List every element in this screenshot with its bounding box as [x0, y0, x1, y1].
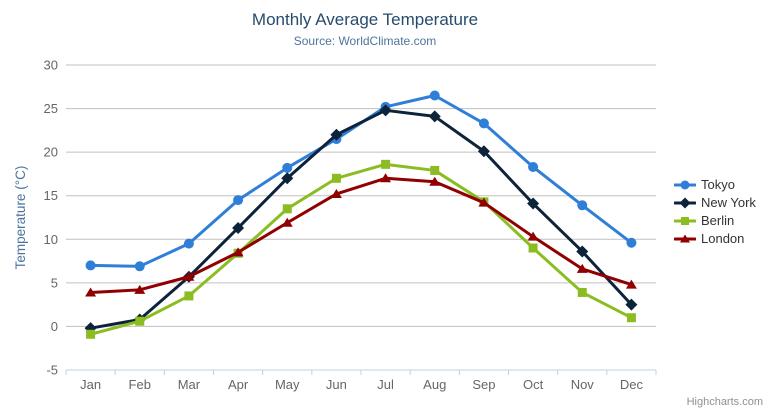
x-axis-label-apr: Apr: [228, 377, 249, 392]
export-menu-button[interactable]: [731, 19, 751, 37]
data-point-berlin[interactable]: [381, 159, 391, 169]
data-point-london[interactable]: [478, 197, 490, 207]
x-axis-label-jan: Jan: [80, 377, 101, 392]
y-axis-label: 0: [51, 319, 58, 334]
legend-label: Berlin: [701, 213, 735, 228]
series-new-york: [84, 104, 638, 335]
x-axis-label-jul: Jul: [377, 377, 394, 392]
x-axis-label-mar: Mar: [178, 377, 201, 392]
legend-label: New York: [701, 195, 756, 210]
data-point-berlin[interactable]: [626, 313, 636, 323]
chart-title: Monthly Average Temperature: [251, 10, 479, 29]
data-point-berlin[interactable]: [528, 243, 538, 253]
legend-marker-triangle-icon: [674, 234, 696, 242]
x-axis-label-oct: Oct: [523, 377, 544, 392]
legend-marker-shape: [679, 197, 691, 208]
legend-marker-shape: [680, 234, 690, 242]
data-point-new-york[interactable]: [281, 172, 294, 185]
legend-label: Tokyo: [701, 177, 735, 192]
y-axis-title: Temperature (°C): [13, 166, 28, 270]
data-point-london[interactable]: [625, 279, 637, 289]
data-point-new-york[interactable]: [477, 145, 490, 158]
data-point-london[interactable]: [134, 284, 146, 294]
x-axis-label-dec: Dec: [620, 377, 644, 392]
chart-subtitle: Source: WorldClimate.com: [293, 34, 437, 48]
legend-item-tokyo[interactable]: Tokyo: [674, 177, 756, 192]
data-point-london[interactable]: [330, 188, 342, 198]
series-line-london: [89, 176, 633, 294]
x-axis-label-nov: Nov: [571, 377, 595, 392]
x-axis-label-sep: Sep: [472, 377, 495, 392]
data-point-new-york[interactable]: [625, 298, 638, 311]
legend-item-new-york[interactable]: New York: [674, 195, 756, 210]
legend-marker-shape: [681, 216, 689, 225]
data-point-london[interactable]: [281, 217, 293, 227]
data-point-berlin[interactable]: [282, 204, 292, 214]
data-point-london[interactable]: [85, 287, 97, 297]
y-axis-label: 10: [44, 232, 58, 247]
data-point-new-york[interactable]: [428, 110, 441, 123]
data-point-london[interactable]: [232, 247, 244, 257]
legend-marker-circle-icon: [674, 180, 696, 189]
data-point-tokyo[interactable]: [478, 118, 489, 129]
data-point-london[interactable]: [183, 271, 195, 281]
y-axis-label: 25: [44, 101, 58, 116]
data-point-tokyo[interactable]: [183, 238, 194, 249]
y-axis-label: 20: [44, 145, 58, 160]
data-point-tokyo[interactable]: [577, 200, 588, 211]
data-point-berlin[interactable]: [135, 316, 145, 326]
x-axis-label-feb: Feb: [129, 377, 151, 392]
data-point-berlin[interactable]: [577, 287, 587, 297]
data-point-london[interactable]: [527, 231, 539, 241]
data-point-tokyo[interactable]: [233, 195, 244, 206]
data-point-new-york[interactable]: [576, 245, 589, 258]
y-axis-label: 15: [44, 188, 58, 203]
legend-marker-shape: [680, 180, 690, 189]
legend-item-london[interactable]: London: [674, 231, 756, 246]
y-axis-label: -5: [46, 363, 58, 378]
data-point-london[interactable]: [576, 263, 588, 273]
legend-marker-diamond-icon: [674, 197, 696, 208]
legend: Tokyo New York Berlin London: [674, 177, 756, 246]
data-point-berlin[interactable]: [331, 173, 341, 183]
x-axis-label-may: May: [275, 377, 300, 392]
data-point-london[interactable]: [380, 173, 392, 183]
series-london: [85, 173, 637, 297]
y-axis-label: 30: [44, 58, 58, 73]
data-point-tokyo[interactable]: [626, 237, 637, 248]
legend-label: London: [701, 231, 745, 246]
legend-marker-square-icon: [674, 216, 696, 225]
data-point-new-york[interactable]: [330, 128, 343, 141]
data-point-berlin[interactable]: [86, 329, 96, 339]
x-axis-label-aug: Aug: [423, 377, 446, 392]
data-point-new-york[interactable]: [379, 104, 392, 117]
data-point-tokyo[interactable]: [282, 162, 293, 173]
data-point-berlin[interactable]: [184, 291, 194, 301]
credits-link[interactable]: Highcharts.com: [686, 396, 763, 408]
data-point-tokyo[interactable]: [134, 261, 145, 272]
data-point-tokyo[interactable]: [528, 161, 539, 172]
data-point-new-york[interactable]: [232, 221, 245, 234]
y-axis-label: 5: [51, 275, 58, 290]
legend-item-berlin[interactable]: Berlin: [674, 213, 756, 228]
series-tokyo: [85, 90, 637, 272]
series-line-berlin: [89, 162, 633, 336]
series-line-new-york: [89, 108, 633, 330]
x-axis-label-jun: Jun: [326, 377, 347, 392]
data-point-new-york[interactable]: [527, 197, 540, 210]
data-point-london[interactable]: [429, 176, 441, 186]
data-point-berlin[interactable]: [430, 165, 440, 175]
data-point-tokyo[interactable]: [429, 90, 440, 101]
data-point-tokyo[interactable]: [85, 260, 96, 271]
